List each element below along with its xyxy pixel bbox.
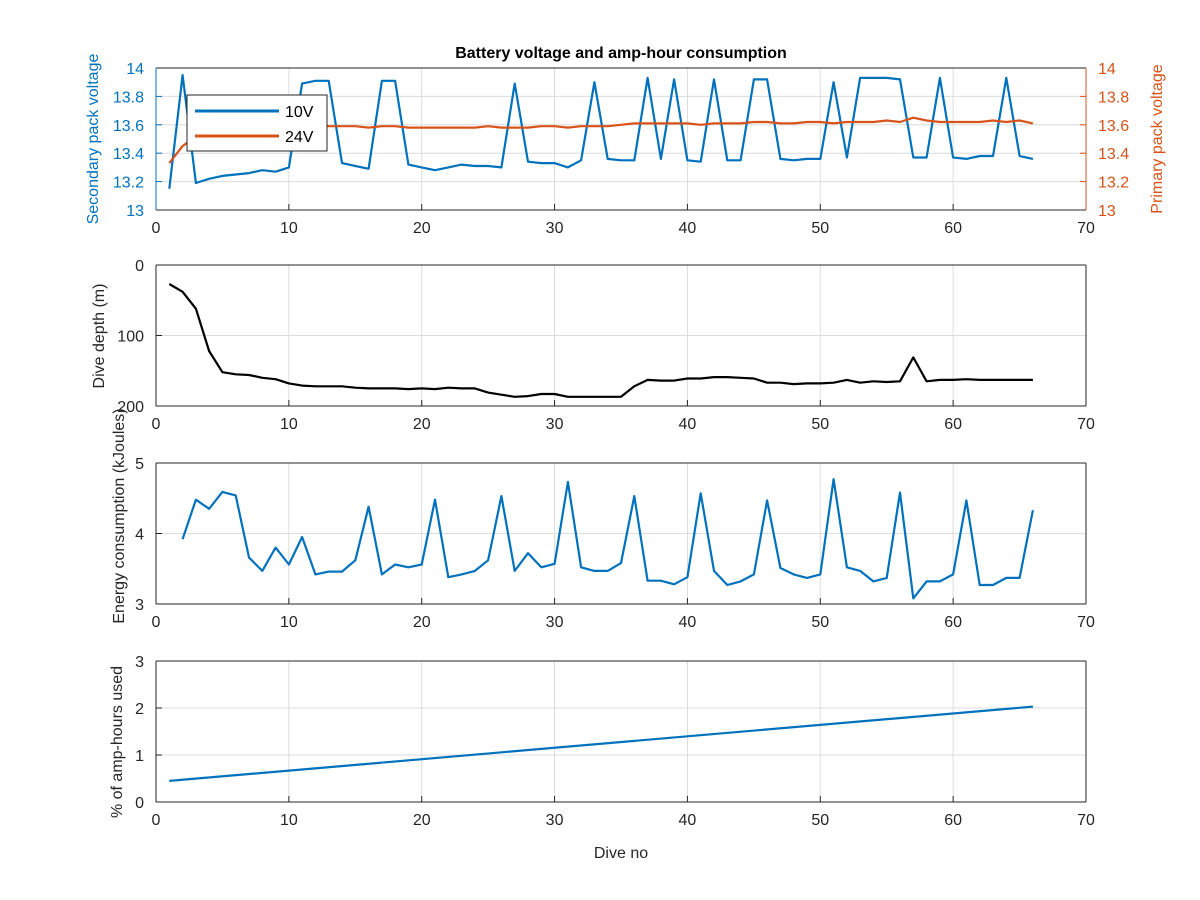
- axes-4-amp-hours: [156, 661, 1086, 802]
- x-tick-label: 10: [280, 416, 298, 433]
- series-line-2: [168, 283, 1033, 398]
- y-right-tick-label: 13.4: [1098, 146, 1129, 163]
- y-tick-label: 0: [135, 258, 144, 275]
- x-tick-label: 60: [944, 416, 962, 433]
- series-line-4: [169, 705, 1033, 782]
- x-tick-label: 40: [679, 416, 697, 433]
- x-tick-label: 60: [944, 812, 962, 829]
- x-tick-label: 60: [944, 614, 962, 631]
- x-tick-label: 30: [546, 812, 564, 829]
- x-tick-label: 70: [1077, 220, 1095, 237]
- axes-4-box: [156, 661, 1086, 802]
- x-tick-label: 0: [152, 220, 161, 237]
- y-tick-label: 5: [135, 456, 144, 473]
- ylabel-secondary-voltage: Secondary pack voltage: [85, 54, 102, 225]
- y-right-tick-label: 13.8: [1098, 89, 1129, 106]
- y-tick-label: 0: [135, 795, 144, 812]
- x-tick-label: 10: [280, 220, 298, 237]
- y-tick-label: 3: [135, 654, 144, 671]
- x-tick-label: 50: [811, 614, 829, 631]
- x-tick-label: 70: [1077, 416, 1095, 433]
- x-tick-label: 40: [679, 812, 697, 829]
- x-tick-label: 30: [546, 614, 564, 631]
- ylabel-primary-voltage: Primary pack voltage: [1149, 64, 1166, 213]
- x-tick-label: 50: [811, 220, 829, 237]
- y-tick-label: 100: [117, 329, 144, 346]
- x-tick-label: 20: [413, 220, 431, 237]
- y-tick-label: 13: [126, 203, 144, 220]
- y-tick-label: 4: [135, 527, 144, 544]
- x-tick-label: 50: [811, 812, 829, 829]
- y-right-tick-label: 14: [1098, 61, 1116, 78]
- x-tick-label: 20: [413, 614, 431, 631]
- series-line-3: [181, 478, 1034, 600]
- x-tick-label: 40: [679, 220, 697, 237]
- series-line-10v: [168, 73, 1034, 189]
- ylabel-energy: Energy consumption (kJoules): [111, 408, 128, 623]
- y-tick-label: 1: [135, 748, 144, 765]
- x-tick-label: 40: [679, 614, 697, 631]
- legend: 10V 24V: [186, 94, 328, 152]
- x-tick-label: 70: [1077, 812, 1095, 829]
- x-tick-label: 20: [413, 812, 431, 829]
- x-tick-label: 0: [152, 614, 161, 631]
- legend-box: [186, 94, 328, 152]
- y-tick-label: 13.8: [113, 89, 144, 106]
- x-tick-label: 10: [280, 812, 298, 829]
- x-tick-label: 20: [413, 416, 431, 433]
- legend-label-24v: 24V: [285, 129, 314, 146]
- y-tick-label: 13.6: [113, 118, 144, 135]
- ylabel-amp-hours: % of amp-hours used: [109, 666, 126, 818]
- x-tick-label: 50: [811, 416, 829, 433]
- x-tick-label: 30: [546, 220, 564, 237]
- x-tick-label: 30: [546, 416, 564, 433]
- ylabel-dive-depth: Dive depth (m): [91, 284, 108, 389]
- y-tick-label: 13.4: [113, 146, 144, 163]
- x-tick-label: 60: [944, 220, 962, 237]
- y-tick-label: 13.2: [113, 175, 144, 192]
- chart-title: Battery voltage and amp-hour consumption: [455, 45, 787, 62]
- x-tick-label: 0: [152, 416, 161, 433]
- xlabel-dive-no: Dive no: [594, 845, 648, 862]
- y-tick-label: 14: [126, 61, 144, 78]
- x-tick-label: 0: [152, 812, 161, 829]
- y-tick-label: 2: [135, 701, 144, 718]
- y-right-tick-label: 13.6: [1098, 118, 1129, 135]
- legend-label-10v: 10V: [285, 104, 314, 121]
- y-right-tick-label: 13: [1098, 203, 1116, 220]
- y-tick-label: 3: [135, 597, 144, 614]
- x-tick-label: 70: [1077, 614, 1095, 631]
- x-tick-label: 10: [280, 614, 298, 631]
- y-tick-label: 200: [117, 399, 144, 416]
- y-right-tick-label: 13.2: [1098, 175, 1129, 192]
